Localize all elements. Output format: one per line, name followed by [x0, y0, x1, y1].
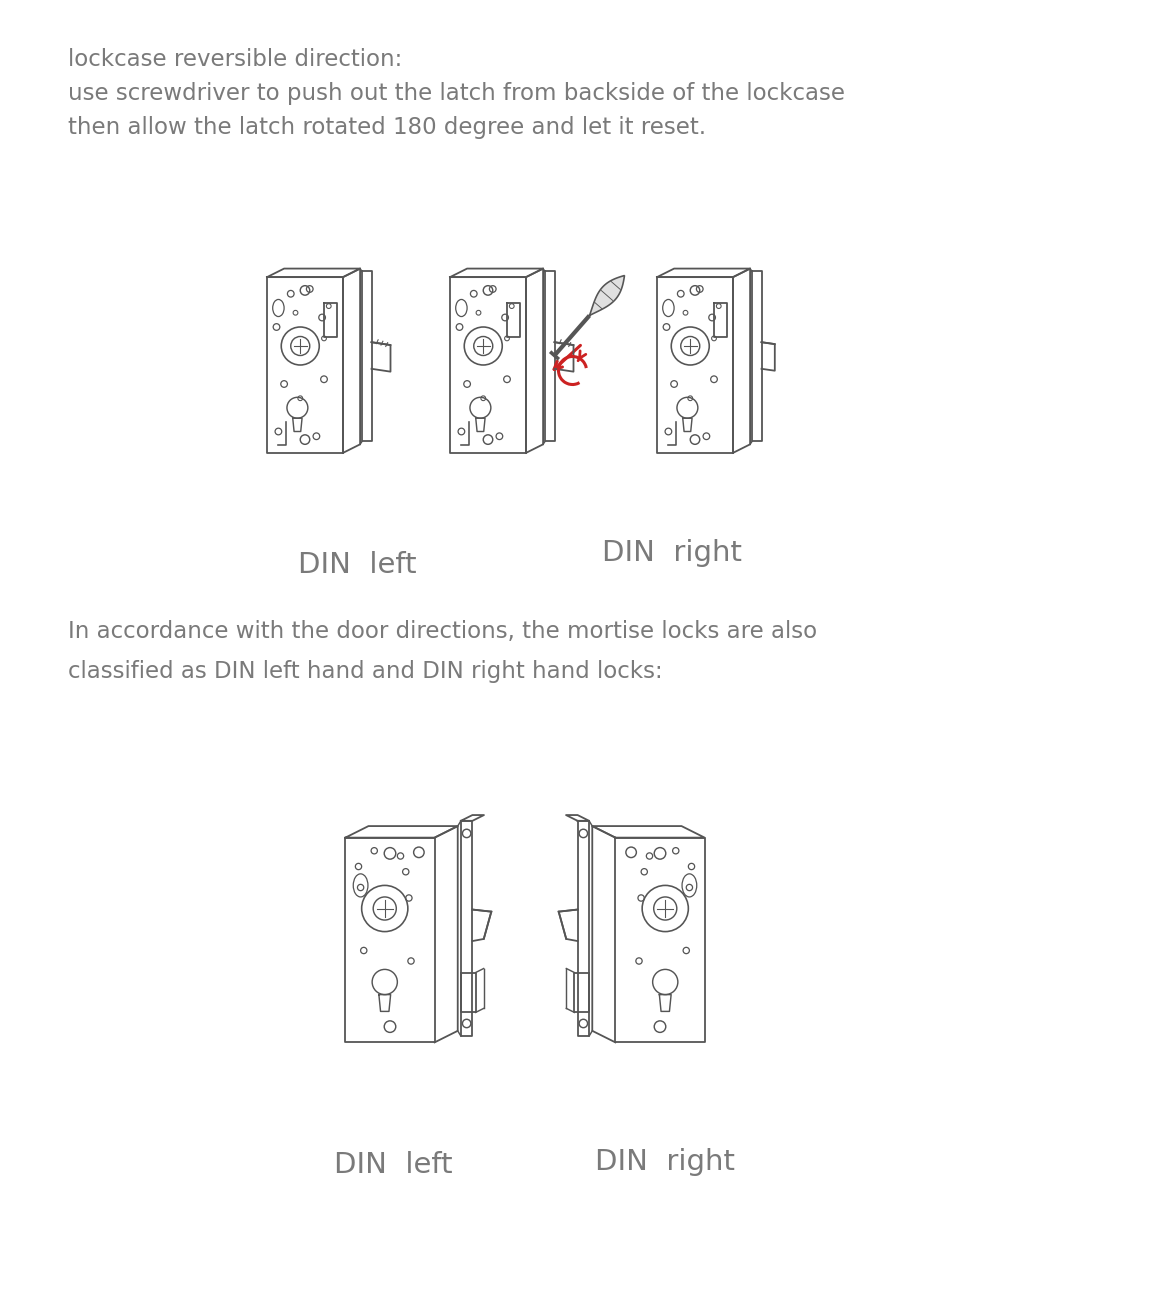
- Text: DIN  left: DIN left: [333, 1151, 453, 1179]
- Text: classified as DIN left hand and DIN right hand locks:: classified as DIN left hand and DIN righ…: [68, 660, 662, 683]
- Text: lockcase reversible direction:: lockcase reversible direction:: [68, 48, 402, 70]
- Text: use screwdriver to push out the latch from backside of the lockcase: use screwdriver to push out the latch fr…: [68, 82, 845, 106]
- Text: DIN  right: DIN right: [603, 539, 742, 567]
- Text: DIN  right: DIN right: [596, 1148, 735, 1176]
- Polygon shape: [590, 275, 625, 316]
- Text: In accordance with the door directions, the mortise locks are also: In accordance with the door directions, …: [68, 619, 817, 643]
- Text: then allow the latch rotated 180 degree and let it reset.: then allow the latch rotated 180 degree …: [68, 116, 707, 140]
- Text: DIN  left: DIN left: [297, 552, 417, 579]
